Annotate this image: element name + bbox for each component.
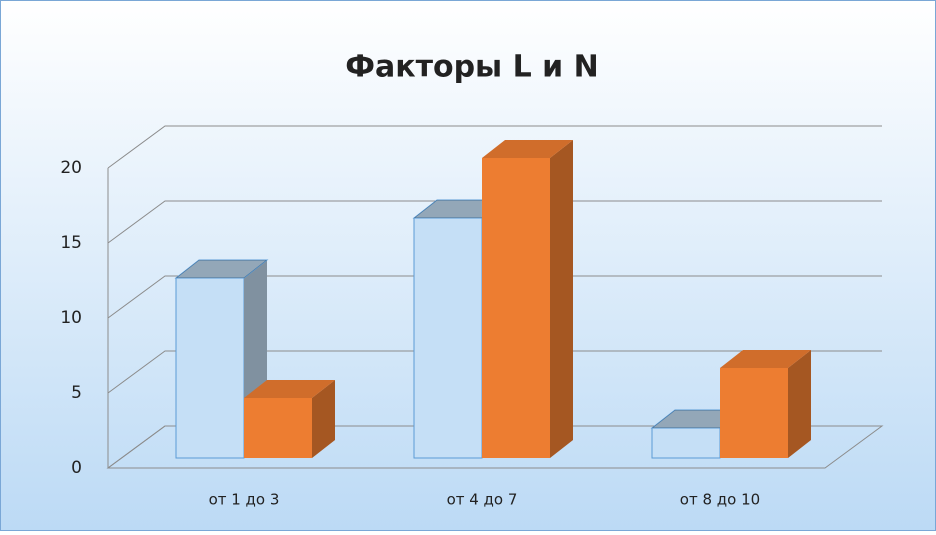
bar-side-shade [788, 350, 811, 458]
y-tick-label: 0 [71, 458, 82, 478]
bar-front [413, 217, 483, 459]
y-tick-label: 5 [71, 383, 82, 403]
x-tick-label: от 8 до 10 [680, 491, 760, 509]
bar-top [244, 380, 335, 398]
grid-line [107, 350, 882, 394]
y-tick-label: 10 [60, 308, 82, 328]
plot: 0 5 10 15 20 от 1 до 3 от 4 до 7 от 8 до 10 [60, 125, 884, 509]
bar-top-shade [176, 260, 267, 278]
bar-top [720, 350, 811, 368]
chart-title: Факторы L и N [345, 50, 599, 85]
bar-top-shade [720, 350, 811, 368]
grid-line [107, 275, 882, 319]
bar-side-shade [312, 380, 335, 458]
bar-side [788, 350, 811, 458]
bar-front [175, 277, 245, 459]
bar-front [651, 427, 721, 459]
bar-top [482, 140, 573, 158]
bar-side-shade [550, 140, 573, 458]
bar-front [482, 158, 550, 458]
x-tick-label: от 1 до 3 [209, 491, 280, 509]
bar-side [550, 140, 573, 458]
y-tick-label: 20 [60, 158, 82, 178]
bar-side [312, 380, 335, 458]
bar-top-shade [244, 380, 335, 398]
grid-line [107, 200, 882, 244]
bar-top-shade [482, 140, 573, 158]
bar-front [244, 398, 312, 458]
bar-top [174, 259, 269, 279]
grid-line [107, 425, 882, 469]
x-tick-label: от 4 до 7 [447, 491, 518, 509]
bar-front [720, 368, 788, 458]
grid-line [107, 125, 882, 169]
y-tick-label: 15 [60, 233, 82, 253]
